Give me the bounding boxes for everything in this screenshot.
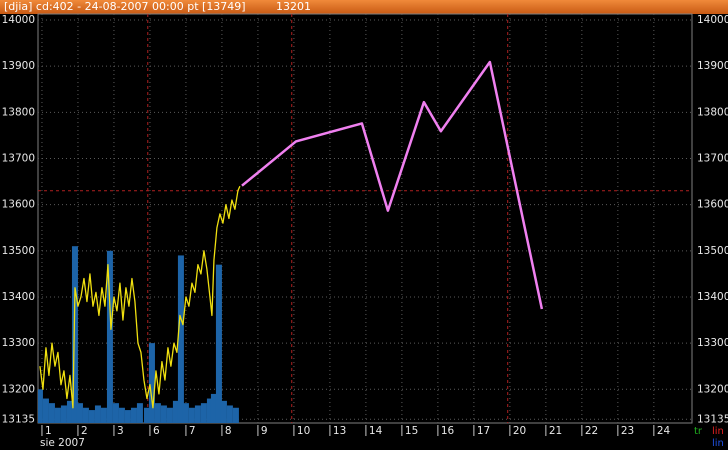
y-tick-label-right: 13800 xyxy=(697,106,728,118)
y-tick-label-right: 13900 xyxy=(697,60,728,72)
volume-bar xyxy=(71,246,78,423)
volume-bar xyxy=(94,405,101,423)
volume-bar xyxy=(172,400,179,423)
x-tick-label: 10 xyxy=(297,425,310,437)
y-tick-label-right: 13135 xyxy=(697,413,728,425)
x-tick-label: 22 xyxy=(585,425,598,437)
price-line xyxy=(39,185,241,409)
x-tick-label: 20 xyxy=(513,425,526,437)
price-line xyxy=(241,60,544,310)
volume-bar xyxy=(60,405,67,423)
y-tick-label-left: 13600 xyxy=(2,199,35,211)
volume-bar xyxy=(220,400,227,423)
marks xyxy=(38,60,544,423)
volume-bar xyxy=(206,398,213,423)
x-tick-label: 7 xyxy=(189,425,196,437)
y-tick-label-left: 14000 xyxy=(2,14,35,26)
x-tick-label: 23 xyxy=(621,425,634,437)
volume-bar xyxy=(200,403,207,423)
volume-bar xyxy=(42,398,49,423)
x-tick-label: 24 xyxy=(657,425,671,437)
volume-bar xyxy=(143,407,150,423)
chart-subtitle: 13201 xyxy=(276,0,311,13)
y-tick-label-right: 13700 xyxy=(697,152,728,164)
volume-bar xyxy=(88,410,95,423)
legend-entry: lin xyxy=(712,426,724,437)
x-tick-label: 14 xyxy=(369,425,383,437)
x-tick-label: 8 xyxy=(225,425,232,437)
y-tick-label-left: 13200 xyxy=(2,383,35,395)
volume-bar xyxy=(38,389,43,423)
x-tick-label: 9 xyxy=(261,425,268,437)
y-tick-label-left: 13900 xyxy=(2,60,35,72)
volume-bar xyxy=(106,250,113,423)
title-bar xyxy=(0,0,728,14)
axes: 14000 14000 13900 13900 13800 13800 13700 13700… xyxy=(2,14,728,437)
y-tick-label-left: 13500 xyxy=(2,245,35,257)
y-tick-label-right: 13600 xyxy=(697,199,728,211)
volume-bar xyxy=(226,405,233,423)
x-tick-label: 16 xyxy=(441,425,455,437)
legend-entry: lin xyxy=(712,438,724,449)
x-tick-label: 1 xyxy=(45,425,52,437)
x-tick-label: 2 xyxy=(81,425,88,437)
x-tick-label: 3 xyxy=(117,425,124,437)
volume-bar xyxy=(210,393,217,423)
plot-area xyxy=(37,13,693,424)
legend-entry: tr xyxy=(694,426,703,437)
y-tick-label-right: 13400 xyxy=(697,291,728,303)
y-tick-label-right: 14000 xyxy=(697,14,728,26)
volume-bar xyxy=(154,403,161,423)
chart-title: [djia] cd:402 - 24-08-2007 00:00 pt [137… xyxy=(4,0,246,13)
x-tick-label: 13 xyxy=(333,425,346,437)
volume-bar xyxy=(148,343,155,423)
volume-bar xyxy=(166,407,173,423)
volume-bar xyxy=(177,255,184,423)
y-tick-label-left: 13135 xyxy=(2,413,35,425)
volume-bar xyxy=(54,407,61,423)
x-caption: sie 2007 xyxy=(40,437,85,449)
y-tick-label-left: 13800 xyxy=(2,106,35,118)
y-tick-label-right: 13300 xyxy=(697,337,728,349)
volume-bar xyxy=(160,405,167,423)
volume-bar xyxy=(215,264,222,423)
y-tick-label-left: 13700 xyxy=(2,152,35,164)
y-tick-label-right: 13500 xyxy=(697,245,728,257)
y-tick-label-left: 13300 xyxy=(2,337,35,349)
volume-bar xyxy=(232,407,239,423)
volume-bar xyxy=(136,403,143,423)
volume-bar xyxy=(194,405,201,423)
volume-bar xyxy=(112,403,119,423)
x-tick-label: 15 xyxy=(405,425,418,437)
volume-bar xyxy=(48,403,55,423)
volume-bar xyxy=(82,407,89,423)
x-tick-label: 17 xyxy=(477,425,490,437)
volume-bar xyxy=(76,403,83,423)
volume-bar xyxy=(182,403,189,423)
y-tick-label-right: 13200 xyxy=(697,383,728,395)
volume-bar xyxy=(66,400,73,423)
x-tick-label: 21 xyxy=(549,425,562,437)
volume-bar xyxy=(118,407,125,423)
x-tick-label: 6 xyxy=(153,425,160,437)
volume-bar xyxy=(188,407,195,423)
volume-bar xyxy=(100,407,107,423)
volume-bar xyxy=(124,410,131,423)
y-tick-label-left: 13400 xyxy=(2,291,35,303)
volume-bar xyxy=(130,407,137,423)
